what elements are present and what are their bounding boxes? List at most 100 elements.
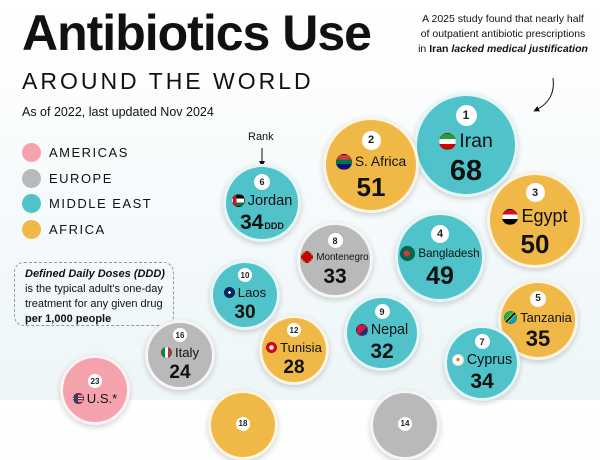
annotation-arrow	[533, 77, 554, 112]
country-name-row: Laos	[223, 285, 267, 300]
italy-flag-icon	[160, 347, 172, 358]
country-name-row: Jordan	[231, 192, 293, 209]
country-name-row: Tanzania	[504, 310, 572, 325]
ddd-emphasis: per 1,000 people	[25, 313, 112, 325]
legend-item-africa: AFRICA	[22, 217, 152, 243]
country-name: U.S.*	[86, 391, 118, 406]
country-name: Montenegro	[316, 251, 369, 263]
rank-callout-label: Rank	[248, 131, 274, 143]
region-legend: AMERICAS EUROPE MIDDLE EAST AFRICA	[22, 140, 152, 242]
montenegro-flag-icon	[301, 251, 314, 263]
annotation-line-2: lacked medical justification	[451, 43, 588, 55]
rank-badge: 9	[374, 304, 390, 319]
country-name: S. Africa	[354, 154, 407, 169]
rank-badge: 2	[361, 130, 381, 150]
country-name-row: Nepal	[355, 322, 409, 338]
country-name: Bangladesh	[418, 247, 480, 260]
rank-badge: 18	[236, 416, 250, 431]
ddd-value: 30	[234, 303, 255, 322]
annotation-country: Iran	[429, 43, 449, 55]
cyprus-flag-icon	[451, 354, 464, 366]
bangladesh-flag-icon	[400, 246, 416, 261]
annotation-arrows	[259, 77, 554, 167]
country-name-row: S. Africa	[335, 153, 407, 170]
ddd-value: 68	[450, 156, 482, 186]
country-name-row: Iran	[439, 130, 493, 153]
ddd-value: 35	[526, 327, 550, 350]
country-name: Jordan	[247, 192, 293, 209]
rank-badge: 10	[238, 268, 252, 282]
country-name-row: Tunisia	[266, 340, 322, 355]
ddd-value: 32	[370, 341, 393, 362]
egypt-flag-icon	[502, 208, 519, 225]
ddd-value-number: 49	[426, 262, 454, 290]
ddd-value-number: 33	[323, 265, 347, 288]
country-name-row: Bangladesh	[400, 246, 480, 261]
bubble-rank-14: 14	[370, 390, 440, 460]
legend-item-middle-east: MIDDLE EAST	[22, 191, 152, 217]
ddd-value-number: 32	[370, 340, 394, 363]
tanzania-flag-icon	[504, 310, 518, 324]
ddd-term: Defined Daily Doses (DDD)	[25, 268, 165, 280]
south-africa-flag-icon	[335, 153, 352, 170]
tunisia-flag-icon	[266, 342, 278, 353]
rank-badge: 6	[254, 173, 270, 190]
country-name: Laos	[237, 285, 267, 300]
ddd-value-number: 24	[169, 362, 191, 383]
annotation-line-1: A 2025 study found that nearly half of o…	[418, 13, 586, 55]
ddd-value-number: 34	[240, 210, 264, 234]
rank-badge: 5	[530, 290, 546, 307]
country-name-row: Montenegro	[301, 251, 369, 263]
ddd-value: 34DDD	[240, 212, 284, 233]
rank-badge: 14	[398, 416, 412, 431]
country-name: Nepal	[370, 322, 409, 338]
rank-badge: 23	[88, 374, 102, 388]
jordan-flag-icon	[231, 194, 245, 207]
bubble-cyprus: 7 Cyprus 34	[444, 325, 520, 401]
country-name: Tanzania	[520, 309, 572, 325]
rank-badge: 16	[173, 328, 187, 342]
legend-item-europe: EUROPE	[22, 166, 152, 192]
rank-badge: 7	[474, 334, 490, 349]
ddd-value: 51	[357, 174, 386, 200]
rank-badge: 8	[327, 233, 343, 248]
ddd-value: 28	[283, 358, 304, 377]
bubble-rank-18: 18	[208, 390, 278, 460]
ddd-value-number: 51	[356, 171, 386, 202]
rank-badge: 3	[525, 183, 545, 202]
bubble-montenegro: 8 Montenegro 33	[297, 222, 373, 298]
country-name: Egypt	[521, 206, 568, 226]
iran-flag-icon	[439, 132, 457, 150]
legend-swatch-europe	[22, 168, 41, 188]
bubble-laos: 10 Laos 30	[210, 260, 280, 330]
country-name-row: Egypt	[502, 206, 568, 227]
bubble-s-africa: 2 S. Africa 51	[323, 117, 419, 213]
country-name: Cyprus	[466, 352, 513, 368]
ddd-value-number: 28	[283, 357, 305, 378]
rank-badge: 12	[287, 323, 301, 337]
ddd-value-number: 30	[234, 302, 256, 323]
bubble-iran: 1 Iran 68	[414, 93, 518, 197]
legend-label: EUROPE	[49, 170, 113, 186]
rank-badge: 1	[455, 104, 477, 126]
ddd-value-number: 50	[520, 229, 550, 259]
ddd-value: 50	[521, 231, 550, 257]
legend-label: AMERICAS	[49, 145, 129, 161]
us-flag-icon	[72, 393, 84, 404]
legend-swatch-middle-east	[22, 194, 41, 214]
ddd-definition-note: Defined Daily Doses (DDD) is the typical…	[14, 262, 174, 326]
as-of-note: As of 2022, last updated Nov 2024	[22, 105, 214, 119]
bubble-jordan: 6 Jordan 34DDD	[223, 164, 301, 242]
legend-label: AFRICA	[49, 221, 106, 237]
country-name: Tunisia	[280, 340, 322, 355]
iran-annotation: A 2025 study found that nearly half of o…	[418, 12, 588, 57]
rank-badge: 4	[431, 225, 449, 243]
page-title: Antibiotics Use	[22, 5, 372, 61]
bubble-tunisia: 12 Tunisia 28	[259, 315, 329, 385]
ddd-value: 24	[169, 363, 190, 382]
country-name-row: Italy	[160, 345, 199, 360]
country-name-row: U.S.*	[72, 391, 118, 406]
bubble-nepal: 9 Nepal 32	[344, 295, 420, 371]
legend-swatch-americas	[22, 143, 41, 163]
ddd-value: 34	[470, 371, 493, 392]
